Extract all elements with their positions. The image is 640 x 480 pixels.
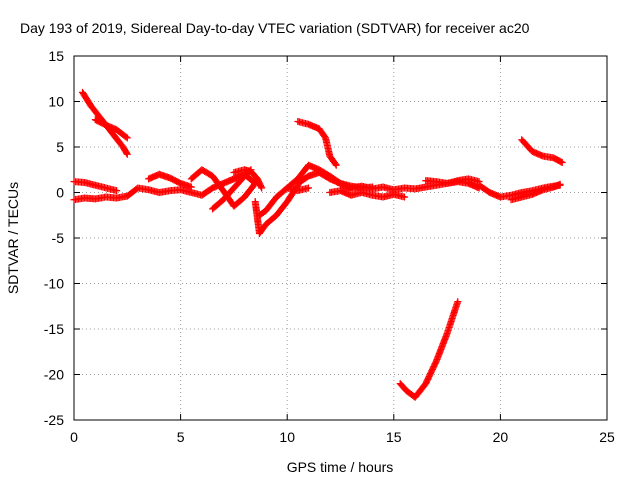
y-tick-label: -10 bbox=[44, 276, 64, 292]
series-arc-16 bbox=[422, 175, 483, 187]
data-point bbox=[258, 184, 266, 192]
y-tick-label: -25 bbox=[44, 412, 64, 428]
data-point bbox=[122, 133, 130, 141]
series-arc-8 bbox=[230, 166, 266, 192]
series-arc-2 bbox=[91, 116, 131, 142]
data-point bbox=[123, 150, 131, 158]
series-arc-10 bbox=[255, 184, 313, 219]
series-arc-7 bbox=[209, 166, 255, 213]
series-arc-19 bbox=[518, 136, 566, 166]
data-point bbox=[123, 149, 131, 157]
data-marks bbox=[70, 88, 566, 401]
y-tick-label: -20 bbox=[44, 367, 64, 383]
x-tick-label: 0 bbox=[70, 429, 78, 445]
series-arc-20 bbox=[396, 298, 462, 401]
data-point bbox=[556, 180, 564, 188]
data-point bbox=[305, 184, 313, 192]
y-tick-label: 15 bbox=[48, 48, 64, 64]
y-tick-label: -15 bbox=[44, 321, 64, 337]
x-axis-title: GPS time / hours bbox=[287, 459, 394, 475]
chart-title: Day 193 of 2019, Sidereal Day-to-day VTE… bbox=[20, 20, 530, 36]
plot-background bbox=[74, 56, 607, 420]
x-tick-label: 25 bbox=[599, 429, 615, 445]
y-axis-title: SDTVAR / TECUs bbox=[5, 182, 21, 294]
x-tick-label: 20 bbox=[493, 429, 509, 445]
series-arc-5 bbox=[145, 170, 195, 191]
data-point bbox=[332, 161, 340, 169]
data-point bbox=[113, 187, 121, 195]
data-point bbox=[558, 158, 566, 166]
y-tick-label: 0 bbox=[56, 185, 64, 201]
series-arc-12 bbox=[294, 118, 340, 169]
series-arc-14 bbox=[326, 187, 408, 201]
data-point bbox=[123, 134, 131, 142]
y-tick-label: -5 bbox=[52, 230, 65, 246]
series-arc-18 bbox=[507, 180, 564, 204]
data-point bbox=[400, 193, 408, 201]
y-tick-label: 10 bbox=[48, 94, 64, 110]
x-tick-label: 5 bbox=[177, 429, 185, 445]
series-arc-4 bbox=[70, 178, 121, 195]
x-tick-label: 10 bbox=[279, 429, 295, 445]
x-tick-label: 15 bbox=[386, 429, 402, 445]
axis-ticks: 0 5 10 15 20 25 -25 -20 -15 -10 -5 0 5 10 15 bbox=[44, 48, 615, 445]
data-point bbox=[454, 298, 462, 306]
data-point bbox=[187, 183, 195, 191]
data-point bbox=[331, 160, 339, 168]
y-tick-label: 5 bbox=[56, 139, 64, 155]
